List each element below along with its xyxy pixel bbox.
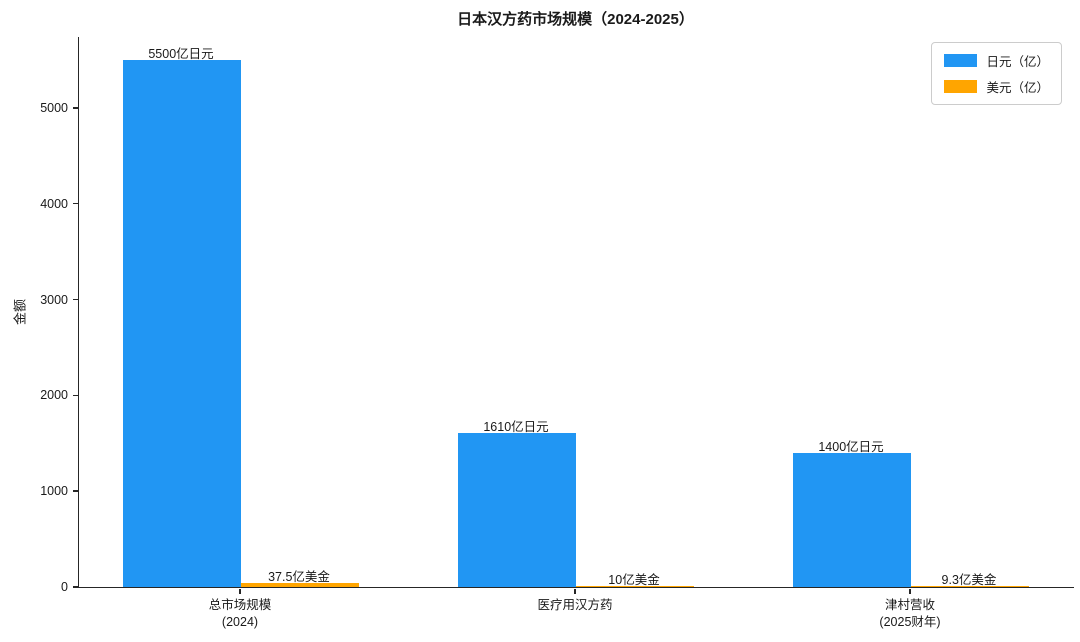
- y-tick-mark: [73, 298, 78, 301]
- bar-usd: [576, 586, 694, 587]
- legend-swatch: [944, 54, 978, 67]
- bar-jpy: [123, 60, 241, 587]
- plot-area: [78, 37, 1074, 588]
- y-tick-label: 1000: [40, 484, 68, 499]
- x-tick-mark: [239, 588, 241, 594]
- x-tick-label: 总市场规模 (2024): [208, 598, 272, 629]
- y-tick-mark: [73, 586, 78, 588]
- bar-jpy: [793, 452, 911, 587]
- y-tick-mark: [73, 107, 78, 109]
- y-tick-label: 5000: [40, 100, 68, 115]
- bar-value-label: 37.5亿美金: [268, 570, 330, 585]
- y-tick-label: 0: [61, 580, 68, 594]
- legend-label: 美元（亿）: [986, 81, 1049, 95]
- bar-value-label: 9.3亿美金: [941, 573, 997, 587]
- legend-item: 美元（亿）: [944, 77, 1049, 96]
- x-tick-label: 医疗用汉方药: [537, 598, 613, 612]
- x-tick-label: 津村营收 (2025财年): [879, 598, 941, 629]
- bar-value-label: 10亿美金: [608, 573, 660, 587]
- y-tick-mark: [73, 394, 78, 397]
- bar-value-label: 1610亿日元: [483, 419, 549, 434]
- bar-usd: [241, 583, 359, 587]
- bar-usd: [911, 586, 1029, 587]
- x-tick-mark: [909, 588, 911, 594]
- x-tick-mark: [574, 588, 576, 594]
- y-tick-mark: [73, 490, 78, 492]
- y-tick-label: 3000: [40, 292, 68, 307]
- legend-item: 日元（亿）: [944, 51, 1049, 70]
- chart-title: 日本汉方药市场规模（2024-2025）: [457, 11, 694, 28]
- legend: 日元（亿） 美元（亿）: [931, 42, 1062, 105]
- legend-label: 日元（亿）: [986, 55, 1049, 69]
- bar-value-label: 1400亿日元: [818, 439, 884, 454]
- y-tick-label: 4000: [40, 196, 68, 211]
- bar-value-label: 5500亿日元: [148, 46, 214, 61]
- legend-swatch: [944, 80, 978, 93]
- y-tick-mark: [73, 202, 78, 205]
- bar-jpy: [458, 432, 576, 587]
- y-tick-label: 2000: [40, 388, 68, 403]
